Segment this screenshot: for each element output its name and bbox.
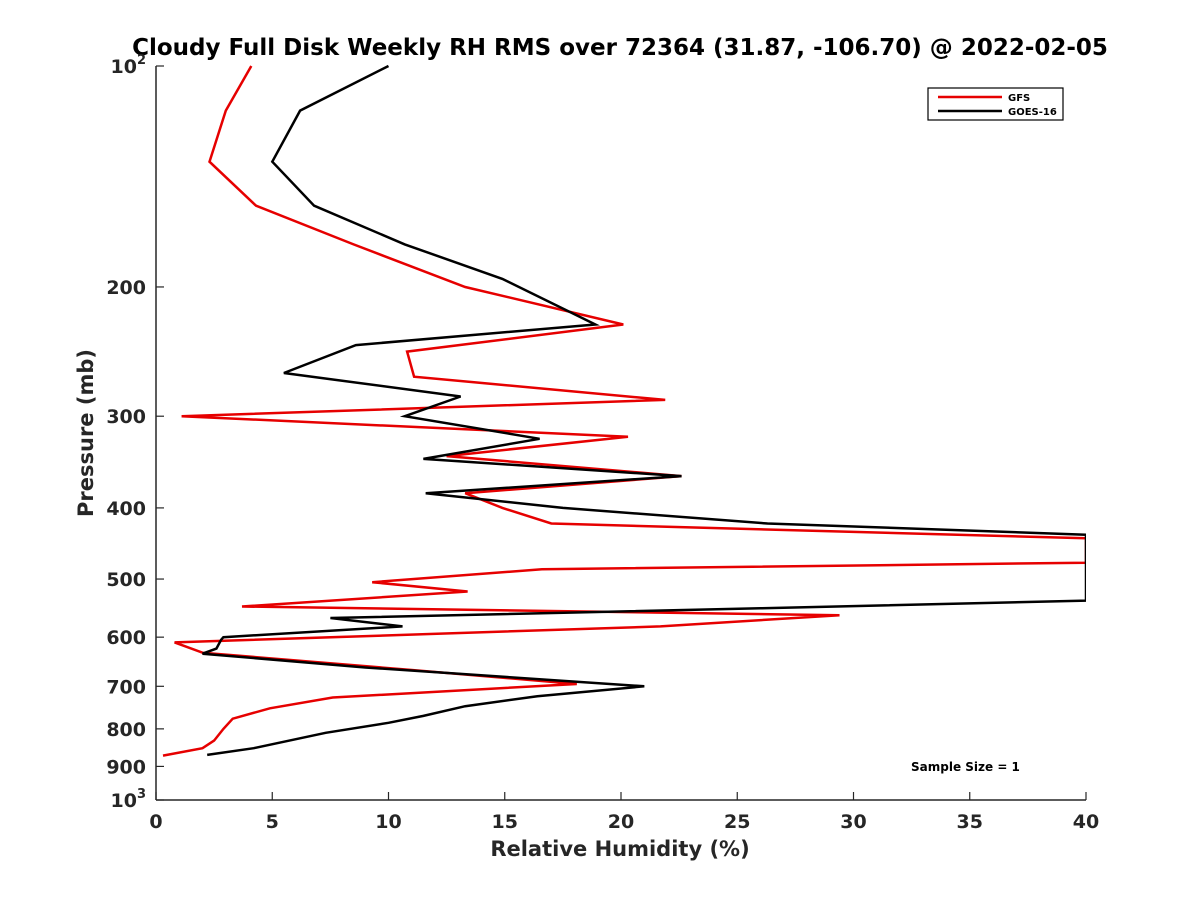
x-tick-label: 40 xyxy=(1073,811,1099,833)
legend-label-gfs: GFS xyxy=(1008,93,1030,104)
series-line-gfs xyxy=(162,65,1086,757)
x-tick-label: 35 xyxy=(957,811,983,833)
x-tick-label: 15 xyxy=(492,811,518,833)
x-tick-label: 20 xyxy=(608,811,634,833)
x-tick-label: 0 xyxy=(149,811,162,833)
x-tick-label: 25 xyxy=(724,811,750,833)
x-tick-label: 10 xyxy=(375,811,401,833)
sample-size-note: Sample Size = 1 xyxy=(911,760,1020,774)
x-axis-label: Relative Humidity (%) xyxy=(490,837,749,861)
y-axis-label: Pressure (mb) xyxy=(74,349,98,517)
legend-label-goes16: GOES-16 xyxy=(1008,107,1057,118)
y-tick-label: 200 xyxy=(106,277,146,299)
x-tick-label: 5 xyxy=(266,811,279,833)
series-line-goes16 xyxy=(202,64,1086,757)
y-tick-label: 103 xyxy=(111,787,147,812)
y-tick-label: 800 xyxy=(106,719,146,741)
y-tick-label: 700 xyxy=(106,676,146,698)
y-tick-label: 102 xyxy=(111,53,147,78)
y-tick-label: 400 xyxy=(106,498,146,520)
y-tick-label: 600 xyxy=(106,627,146,649)
y-tick-label: 900 xyxy=(106,756,146,778)
y-tick-label: 500 xyxy=(106,569,146,591)
x-tick-label: 30 xyxy=(840,811,866,833)
chart-title: Cloudy Full Disk Weekly RH RMS over 7236… xyxy=(132,35,1108,61)
y-tick-label: 300 xyxy=(106,406,146,428)
legend-box xyxy=(927,87,1064,121)
legend: GFS GOES-16 xyxy=(927,87,1064,121)
